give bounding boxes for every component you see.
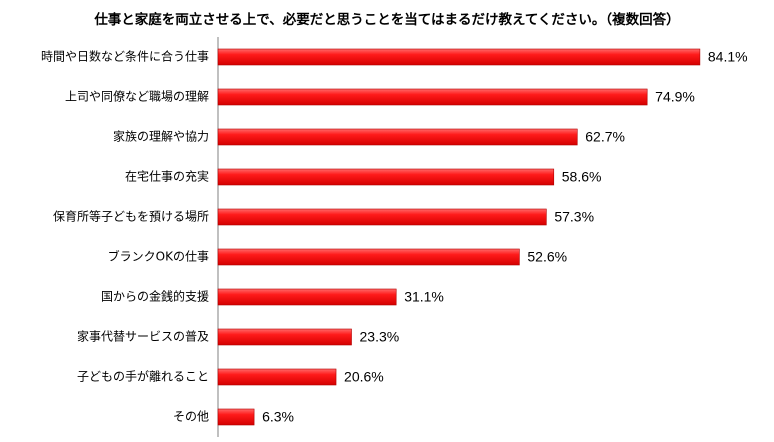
category-label: 保育所等子どもを預ける場所 bbox=[53, 209, 209, 224]
bar bbox=[217, 48, 701, 66]
bars bbox=[217, 48, 701, 426]
data-label: 23.3% bbox=[360, 329, 400, 345]
category-label: ブランクOKの仕事 bbox=[108, 249, 209, 264]
bar bbox=[217, 208, 547, 226]
data-label: 57.3% bbox=[554, 209, 594, 225]
bar bbox=[217, 368, 337, 386]
data-label: 58.6% bbox=[562, 169, 602, 185]
bar bbox=[217, 248, 520, 266]
category-label: 時間や日数など条件に合う仕事 bbox=[41, 49, 209, 64]
bar bbox=[217, 168, 555, 186]
chart-title: 仕事と家庭を両立させる上で、必要だと思うことを当てはまるだけ教えてください。（複… bbox=[94, 12, 680, 28]
category-labels: 時間や日数など条件に合う仕事上司や同僚など職場の理解家族の理解や協力在宅仕事の充… bbox=[41, 49, 209, 424]
category-label: 在宅仕事の充実 bbox=[125, 169, 209, 184]
data-label: 20.6% bbox=[344, 369, 384, 385]
category-label: 国からの金銭的支援 bbox=[101, 289, 209, 304]
bar bbox=[217, 88, 648, 106]
data-label: 6.3% bbox=[262, 409, 294, 425]
data-label: 84.1% bbox=[708, 49, 748, 65]
data-label: 74.9% bbox=[655, 89, 695, 105]
value-labels: 84.1% 74.9% 62.7% 58.6% 57.3% 52.6% 31.1% 23.3%… bbox=[262, 49, 747, 425]
category-label: 子どもの手が離れること bbox=[77, 369, 209, 384]
bar bbox=[217, 408, 255, 426]
category-label: 家族の理解や協力 bbox=[113, 129, 209, 144]
category-label: 家事代替サービスの普及 bbox=[77, 329, 209, 344]
data-label: 31.1% bbox=[404, 289, 444, 305]
category-label: 上司や同僚など職場の理解 bbox=[65, 89, 209, 104]
category-label: その他 bbox=[173, 410, 209, 424]
data-label: 62.7% bbox=[585, 129, 625, 145]
bar bbox=[217, 328, 352, 346]
bar bbox=[217, 128, 578, 146]
bar bbox=[217, 288, 397, 306]
data-label: 52.6% bbox=[527, 249, 567, 265]
